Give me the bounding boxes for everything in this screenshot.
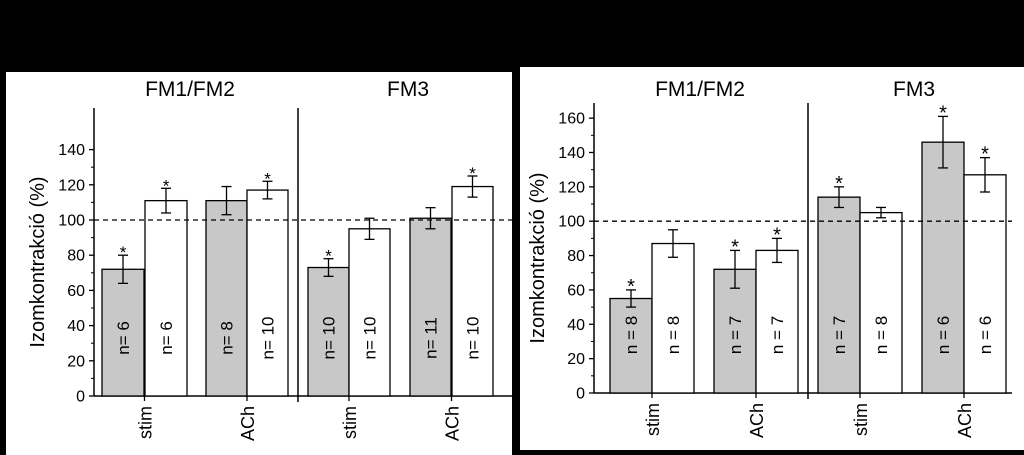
- category-label: stim: [136, 406, 156, 439]
- n-label: n= 6: [114, 321, 133, 355]
- n-label: n= 10: [464, 316, 483, 359]
- significance-star: *: [469, 164, 476, 183]
- category-label: ACh: [747, 403, 767, 438]
- category-label: ACh: [238, 406, 258, 441]
- bar: [963, 174, 1007, 394]
- y-tick-label: 40: [67, 318, 85, 335]
- n-label: n = 7: [726, 316, 745, 354]
- bar: [451, 185, 494, 397]
- right-chart: 0 20 40 60 80 100 120 140 160 Izomkontrakció (%) F…: [527, 78, 1012, 438]
- bar: [144, 199, 188, 397]
- y-tick-label: 160: [558, 111, 585, 128]
- significance-star: *: [264, 169, 271, 188]
- n-label: n= 10: [259, 316, 278, 359]
- significance-star: *: [163, 176, 170, 195]
- n-label: n= 11: [422, 317, 441, 359]
- bar: [755, 249, 799, 394]
- bar: [609, 297, 653, 394]
- bar: [859, 211, 903, 394]
- n-label: n = 7: [830, 316, 849, 354]
- y-tick-label: 80: [67, 248, 85, 265]
- y-tick-label: 20: [567, 351, 585, 368]
- y-tick-label: 40: [567, 317, 585, 334]
- category-label: stim: [851, 403, 871, 436]
- y-tick-label: 140: [58, 142, 85, 159]
- y-tick-label: 100: [558, 214, 585, 231]
- category-label: ACh: [955, 403, 975, 438]
- significance-star: *: [981, 144, 989, 166]
- bar: [307, 266, 350, 397]
- n-label: n= 10: [361, 316, 380, 359]
- category-label: stim: [340, 406, 360, 439]
- bar: [348, 228, 391, 397]
- panel-title: FM1/FM2: [145, 78, 235, 101]
- category-label: stim: [643, 403, 663, 436]
- panel-title: FM1/FM2: [655, 78, 745, 101]
- y-tick-label: 20: [67, 353, 85, 370]
- y-tick-label: 60: [67, 283, 85, 300]
- y-tick-label: 0: [576, 386, 585, 403]
- y-tick-label: 80: [567, 248, 585, 265]
- y-tick-label: 120: [558, 179, 585, 196]
- n-label: n = 8: [622, 316, 641, 354]
- bar: [205, 199, 248, 397]
- y-axis-label: Izomkontrakció (%): [527, 172, 549, 343]
- significance-star: *: [773, 224, 781, 246]
- significance-star: *: [835, 173, 843, 195]
- y-tick-label: 100: [58, 213, 85, 230]
- bar: [713, 268, 757, 394]
- y-axis-label: Izomkontrakció (%): [27, 176, 49, 347]
- category-label: ACh: [443, 406, 463, 441]
- y-tick-label: 120: [58, 177, 85, 194]
- n-label: n = 8: [664, 316, 683, 354]
- n-label: n = 6: [934, 316, 953, 354]
- n-label: n= 10: [320, 316, 339, 359]
- n-label: n= 8: [218, 321, 237, 355]
- significance-star: *: [939, 102, 947, 124]
- significance-star: *: [731, 236, 739, 258]
- y-tick-label: 140: [558, 145, 585, 162]
- significance-star: *: [325, 247, 332, 266]
- bar: [921, 141, 965, 394]
- y-tick-label: 0: [76, 389, 85, 406]
- n-label: n= 6: [157, 321, 176, 355]
- y-tick-label: 60: [567, 282, 585, 299]
- significance-star: *: [627, 276, 635, 298]
- panel-title: FM3: [893, 78, 935, 101]
- n-label: n = 6: [976, 316, 995, 354]
- bar: [246, 189, 289, 397]
- panel-title: FM3: [387, 78, 429, 101]
- left-chart: 0 20 40 60 80 100 120 140 Izomkontrakció (%) FM1/…: [27, 78, 512, 441]
- n-label: n = 8: [872, 316, 891, 354]
- n-label: n = 7: [768, 316, 787, 354]
- bar: [817, 196, 861, 394]
- significance-star: *: [120, 243, 127, 262]
- bar: [409, 217, 452, 397]
